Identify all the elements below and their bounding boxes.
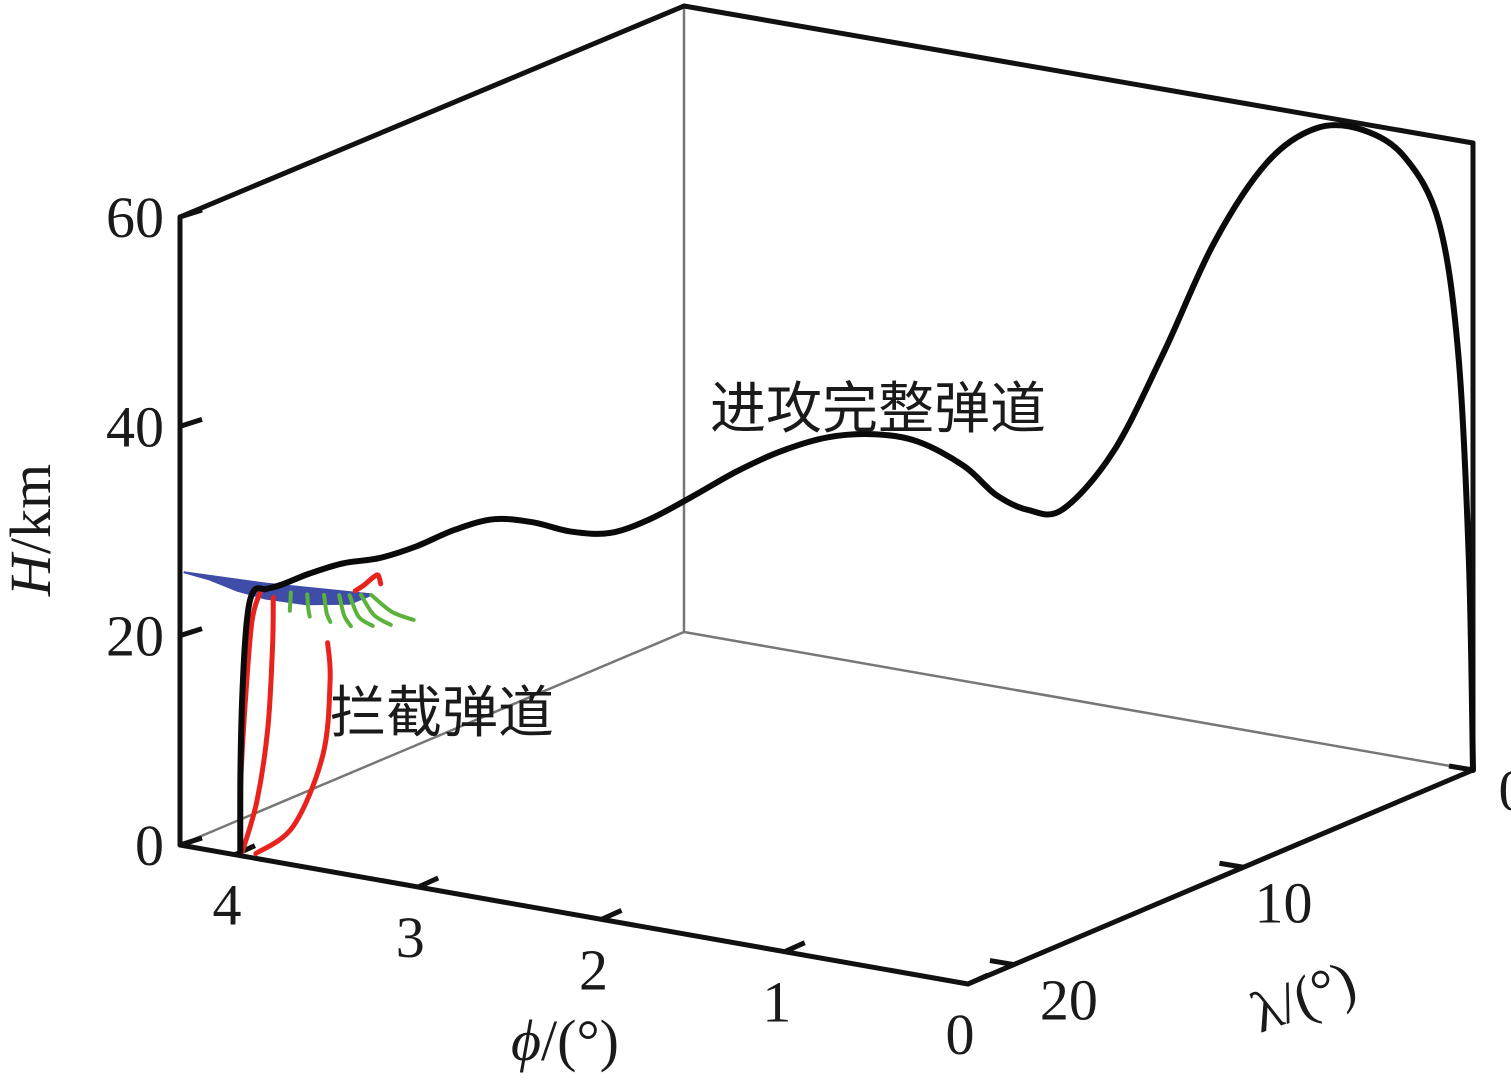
- series-line-0: [261, 122, 1476, 773]
- phi-tick-label-2: 2: [579, 937, 608, 1002]
- fan-green-strand-2: [337, 593, 353, 629]
- z-tick-60: [179, 207, 203, 220]
- z-tick-40: [179, 416, 203, 429]
- lambda-axis-label: λ/(°): [1242, 948, 1364, 1045]
- attack-trajectory-annotation: 进攻完整弹道: [710, 377, 1046, 442]
- z-tick-0: [179, 835, 203, 848]
- z-tick-label-20: 20: [106, 604, 164, 669]
- phi-axis-line: [177, 842, 971, 987]
- box-front-edges: [177, 3, 1476, 987]
- box-back-edges: [179, 6, 1474, 847]
- lambda-axis-line: [965, 767, 1476, 987]
- z-axis-label-symbol: H: [0, 551, 63, 597]
- z-tick-label-60: 60: [106, 185, 164, 250]
- top-edge-left: [177, 3, 687, 220]
- z-axis-label-unit: /km: [0, 464, 63, 554]
- back-floor-edge-left: [179, 630, 685, 847]
- phi-tick-label-4: 4: [212, 873, 241, 938]
- series-line-5: [352, 572, 384, 594]
- z-tick-label-40: 40: [106, 394, 164, 459]
- phi-tick-2: [600, 908, 623, 922]
- phi-tick-label-3: 3: [396, 905, 425, 970]
- phi-axis-label-unit: /(°): [541, 1008, 619, 1073]
- fan-green-strand-1: [347, 593, 375, 628]
- lambda-tick-20: [989, 958, 1015, 968]
- lambda-tick-0: [1448, 763, 1474, 773]
- fan-green-strand-0: [359, 592, 393, 627]
- z-tick-label-0: 0: [135, 813, 164, 878]
- fan-green-strand-3: [322, 593, 333, 624]
- series-line-1: [237, 585, 268, 855]
- phi-tick-label-1: 1: [762, 970, 791, 1035]
- phi-axis-label: ϕ/(°): [511, 1008, 619, 1073]
- series-line-4: [253, 640, 333, 857]
- z-tick-20: [179, 626, 203, 639]
- phi-tick-1: [783, 940, 806, 954]
- series-line-3: [239, 594, 276, 855]
- axis-tick-labels: 02040604321020100: [106, 185, 1511, 1067]
- fan-green-strand-5: [287, 590, 293, 613]
- lambda-tick-label-0: 0: [1499, 758, 1511, 823]
- lambda-tick-label-10: 10: [1254, 870, 1312, 935]
- phi-tick-3: [417, 875, 440, 890]
- z-axis-label: H/km: [0, 464, 63, 597]
- intercept-trajectory-annotation: 拦截弹道: [330, 681, 554, 746]
- lambda-tick-10: [1219, 860, 1244, 870]
- fan-green-strand-6: [369, 593, 416, 622]
- phi-tick-0: [966, 972, 990, 987]
- phi-tick-label-0: 0: [946, 1002, 975, 1067]
- phi-axis-label-symbol: ϕ: [511, 1008, 541, 1073]
- top-edge-right: [681, 3, 1476, 146]
- fan-green-strand-4: [305, 592, 312, 619]
- back-floor-edge-right: [683, 630, 1474, 772]
- lambda-tick-label-20: 20: [1040, 968, 1098, 1033]
- trajectory-series: [237, 122, 1476, 857]
